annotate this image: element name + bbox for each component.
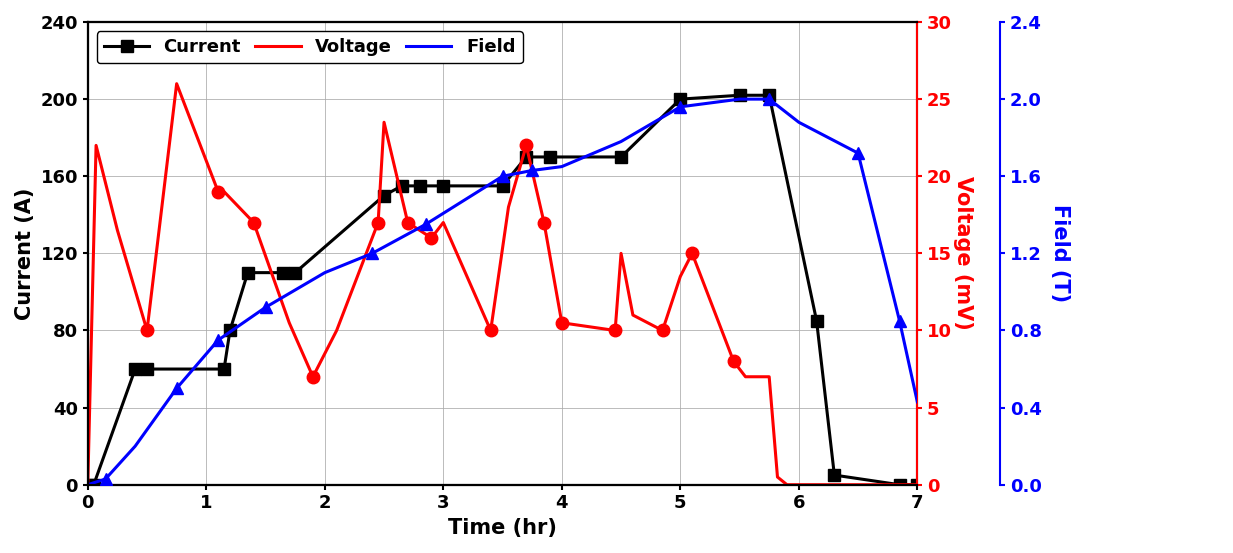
Current: [614, 154, 629, 160]
Voltage: [762, 373, 777, 380]
Current: [673, 96, 688, 102]
Voltage: [771, 474, 785, 481]
Voltage: [625, 312, 640, 319]
Voltage: [436, 219, 451, 226]
Current: [128, 366, 143, 372]
Current: [412, 182, 427, 189]
Voltage: [89, 142, 104, 149]
Legend: Current, Voltage, Field: Current, Voltage, Field: [97, 31, 523, 64]
Current: [519, 154, 534, 160]
Voltage: [483, 327, 498, 334]
Current: [240, 269, 255, 276]
Voltage: [501, 204, 515, 210]
Voltage: [910, 482, 925, 488]
Voltage: [555, 320, 570, 326]
Field: [732, 96, 747, 102]
Current: [496, 182, 510, 189]
Current: [287, 269, 302, 276]
Y-axis label: Current (A): Current (A): [15, 187, 35, 320]
Current: [276, 269, 291, 276]
Voltage: [247, 219, 261, 226]
Voltage: [217, 189, 232, 195]
Voltage: [673, 273, 688, 280]
Field: [169, 385, 184, 392]
Voltage: [739, 373, 753, 380]
Current: [80, 482, 95, 488]
Voltage: [80, 482, 95, 488]
Voltage: [424, 234, 439, 241]
Line: Current: Current: [81, 89, 924, 491]
Current: [376, 192, 391, 199]
Y-axis label: Field (T): Field (T): [1049, 204, 1070, 302]
Current: [436, 182, 451, 189]
Field: [128, 443, 143, 450]
Voltage: [282, 320, 297, 326]
Line: Voltage: Voltage: [88, 84, 917, 485]
Current: [762, 92, 777, 98]
Voltage: [608, 327, 623, 334]
Current: [910, 482, 925, 488]
Voltage: [779, 482, 794, 488]
Voltage: [536, 219, 551, 226]
Voltage: [726, 358, 741, 364]
Field: [614, 138, 629, 145]
Voltage: [306, 373, 321, 380]
Voltage: [519, 142, 534, 149]
Field: [211, 337, 226, 343]
Voltage: [614, 250, 629, 257]
Field: [762, 96, 777, 102]
Field: [99, 476, 113, 482]
Voltage: [655, 327, 670, 334]
Current: [86, 482, 101, 488]
Voltage: [110, 227, 125, 233]
Field: [673, 103, 688, 110]
Voltage: [329, 327, 344, 334]
Current: [223, 327, 238, 334]
Field: [525, 167, 540, 174]
Current: [543, 154, 557, 160]
Field: [365, 250, 380, 257]
X-axis label: Time (hr): Time (hr): [448, 518, 557, 538]
Field: [317, 269, 332, 276]
Y-axis label: Voltage (mV): Voltage (mV): [953, 176, 973, 330]
Current: [217, 366, 232, 372]
Current: [827, 472, 842, 478]
Field: [555, 163, 570, 170]
Field: [792, 119, 806, 126]
Voltage: [401, 219, 416, 226]
Voltage: [169, 80, 184, 87]
Voltage: [211, 189, 226, 195]
Current: [893, 482, 907, 488]
Field: [893, 317, 907, 324]
Field: [496, 173, 510, 180]
Line: Field: Field: [88, 99, 917, 485]
Field: [258, 304, 272, 311]
Current: [139, 366, 154, 372]
Field: [80, 482, 95, 488]
Voltage: [139, 327, 154, 334]
Current: [732, 92, 747, 98]
Voltage: [684, 250, 699, 257]
Voltage: [893, 482, 907, 488]
Voltage: [371, 219, 386, 226]
Field: [910, 399, 925, 405]
Current: [395, 182, 409, 189]
Field: [851, 150, 866, 156]
Field: [418, 221, 433, 228]
Current: [809, 317, 824, 324]
Voltage: [376, 119, 391, 126]
